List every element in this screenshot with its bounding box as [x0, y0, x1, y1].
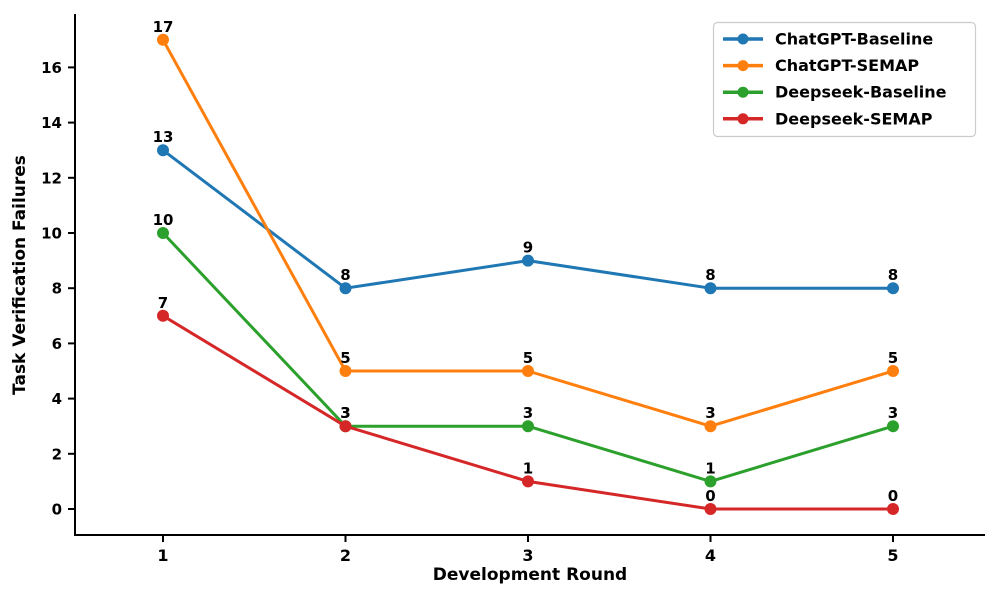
data-label: 5 [523, 349, 533, 367]
y-tick-label: 14 [41, 114, 62, 132]
y-axis-label: Task Verification Failures [10, 155, 30, 395]
data-point-Deepseek-Baseline [157, 227, 169, 239]
data-point-Deepseek-SEMAP [704, 503, 717, 515]
data-point-ChatGPT-Baseline [522, 254, 534, 267]
data-label: 3 [340, 404, 350, 422]
data-label: 3 [705, 404, 715, 422]
data-label: 3 [888, 404, 898, 422]
y-tick-label: 0 [52, 501, 62, 519]
data-point-Deepseek-SEMAP [157, 309, 169, 322]
data-label: 1 [705, 459, 715, 477]
data-point-ChatGPT-SEMAP [339, 365, 352, 377]
legend-label: Deepseek-Baseline [775, 83, 947, 102]
data-point-ChatGPT-Baseline [339, 282, 352, 295]
data-point-ChatGPT-SEMAP [887, 365, 899, 377]
data-label: 3 [340, 404, 350, 422]
x-tick-label: 1 [157, 546, 168, 565]
data-point-ChatGPT-Baseline [157, 144, 169, 157]
data-label: 0 [888, 487, 898, 505]
data-point-ChatGPT-SEMAP [522, 365, 534, 377]
data-label: 3 [523, 404, 533, 422]
data-label: 5 [888, 349, 898, 367]
data-label: 1 [523, 459, 533, 477]
y-tick-label: 2 [52, 445, 62, 463]
data-point-ChatGPT-Baseline [887, 282, 899, 295]
data-point-Deepseek-SEMAP [522, 475, 534, 488]
data-label: 8 [340, 266, 350, 284]
data-point-Deepseek-Baseline [522, 420, 534, 433]
legend: ChatGPT-Baseline ChatGPT-SEMAP Deepseek-Ba… [712, 21, 977, 138]
y-tick-label: 4 [52, 390, 62, 408]
data-label: 7 [158, 294, 168, 312]
data-point-Deepseek-Baseline [887, 420, 899, 433]
data-label: 8 [705, 266, 715, 284]
y-tick-label: 12 [41, 169, 62, 187]
data-label: 17 [153, 18, 174, 36]
data-label: 10 [153, 211, 174, 229]
x-tick-label: 2 [340, 546, 351, 565]
data-point-Deepseek-SEMAP [339, 420, 352, 433]
data-point-ChatGPT-Baseline [704, 282, 717, 295]
data-label: 0 [705, 487, 715, 505]
legend-label: Deepseek-SEMAP [775, 109, 933, 128]
legend-marker [737, 60, 749, 72]
y-tick-label: 16 [41, 59, 62, 77]
y-tick-label: 8 [52, 280, 62, 298]
data-point-Deepseek-Baseline [704, 475, 717, 488]
legend-frame [712, 21, 977, 138]
legend-label: ChatGPT-Baseline [775, 30, 933, 49]
legend-marker [737, 33, 749, 45]
x-tick-label: 3 [522, 546, 533, 565]
data-point-ChatGPT-SEMAP [704, 420, 717, 433]
legend-marker [737, 113, 749, 125]
x-tick-label: 4 [705, 546, 716, 565]
y-tick-label: 6 [52, 335, 62, 353]
series-line-ChatGPT-Baseline [161, 148, 895, 290]
legend-label: ChatGPT-SEMAP [775, 56, 919, 75]
x-tick-label: 5 [887, 546, 898, 565]
legend-marker [737, 86, 749, 98]
data-label: 13 [153, 128, 174, 146]
x-axis-label: Development Round [433, 565, 627, 585]
data-point-Deepseek-SEMAP [887, 503, 899, 515]
data-point-ChatGPT-SEMAP [157, 33, 169, 46]
data-label: 9 [523, 239, 533, 257]
data-label: 5 [340, 349, 350, 367]
data-label: 8 [888, 266, 898, 284]
y-tick-label: 10 [41, 225, 62, 243]
series-lines [157, 33, 899, 515]
